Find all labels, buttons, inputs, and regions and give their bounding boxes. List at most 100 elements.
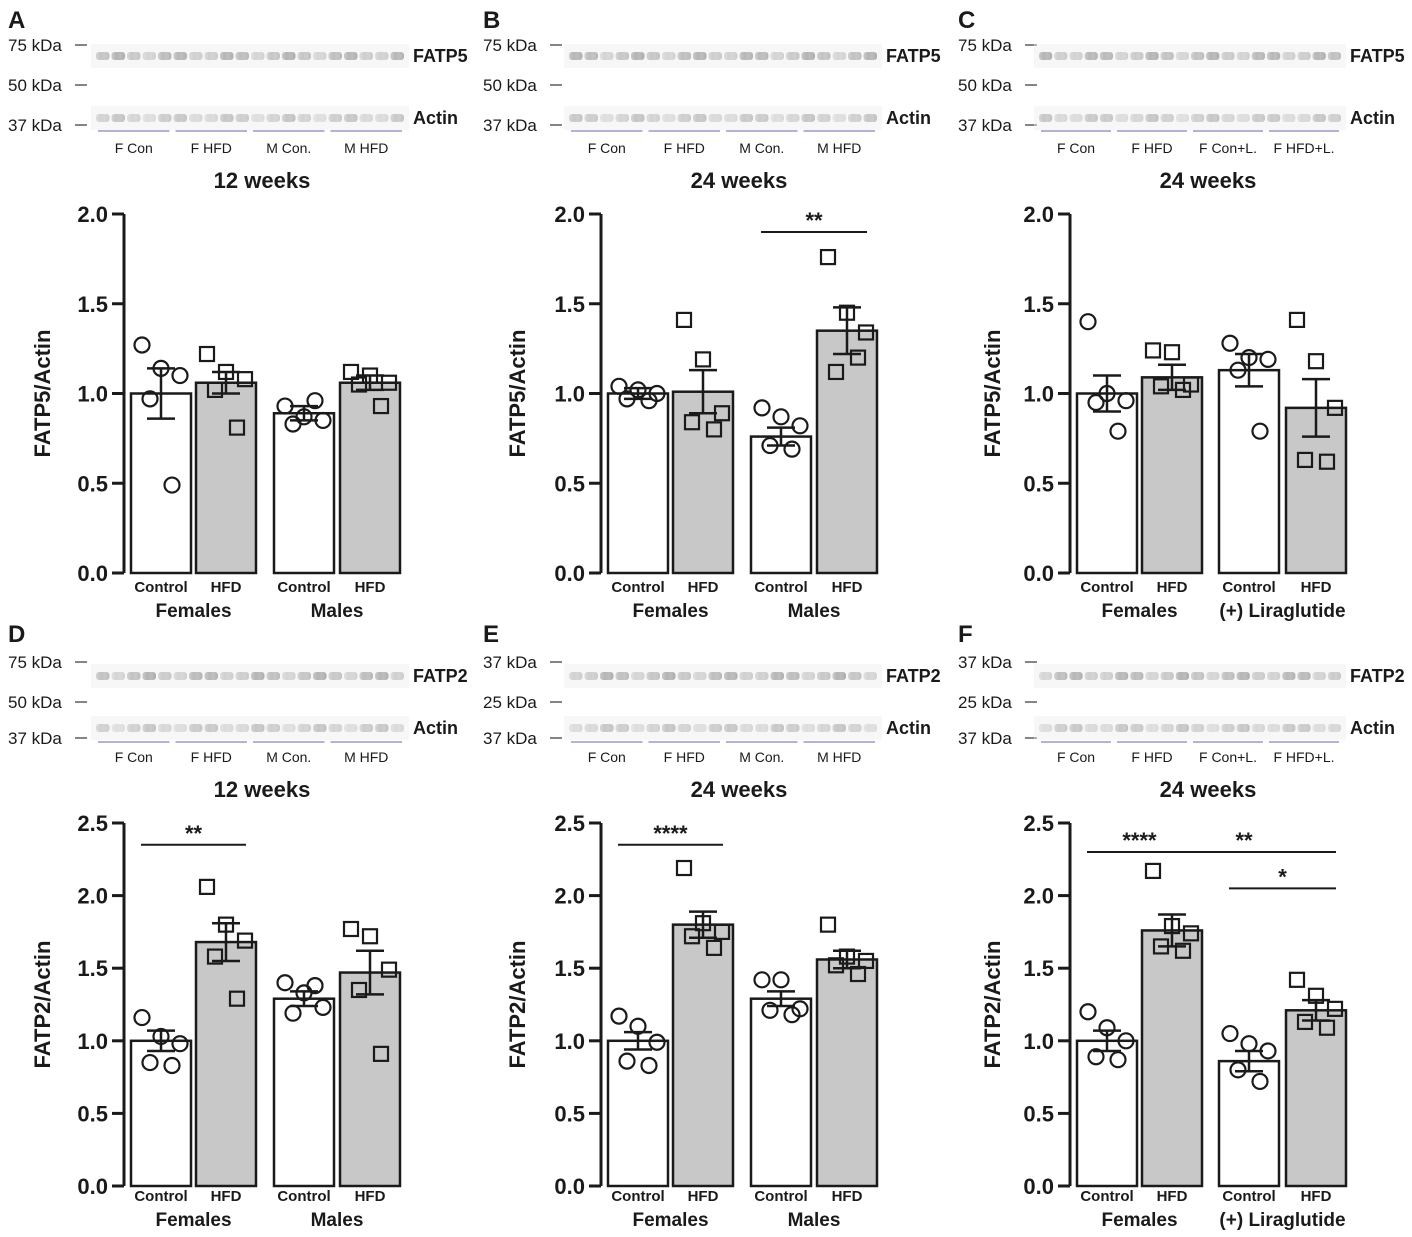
blot-band (1039, 114, 1053, 122)
data-point-square (1174, 942, 1192, 959)
panel-letter: C (958, 7, 975, 34)
blot-band (344, 724, 358, 732)
kda-marker-label: 37 kDa (958, 729, 1012, 748)
data-point-circle (171, 1035, 189, 1053)
blot-background (1034, 106, 1346, 130)
blot-band (266, 724, 280, 732)
bar (1075, 392, 1139, 575)
blot-band (266, 114, 280, 122)
data-point-circle (284, 415, 302, 433)
x-category-label: HFD (211, 579, 242, 596)
blot-band (693, 724, 707, 732)
blot-band (1069, 52, 1083, 60)
blot-band (863, 114, 877, 122)
x-category-label: Control (134, 1188, 187, 1205)
blot-band (724, 724, 738, 732)
blot-band (96, 114, 110, 122)
blot-band (1160, 672, 1174, 680)
blot-band (390, 52, 404, 60)
blot-band (1221, 724, 1235, 732)
x-group-label: Males (788, 1210, 841, 1231)
western-blot: 37 kDa 25 kDa 37 kDa FATP2 Actin F Con F HFD F … (958, 653, 1405, 765)
data-point-square (1288, 311, 1306, 329)
kda-marker-label: 37 kDa (958, 653, 1012, 672)
blot-band (1069, 114, 1083, 122)
blot-band (344, 672, 358, 680)
blot-band (127, 114, 141, 122)
panel-b: B 75 kDa 50 kDa 37 kDa FATP5 Actin F Con F HFD M… (483, 7, 941, 622)
data-point-square (1174, 381, 1192, 399)
data-point-square (198, 345, 216, 363)
blot-band (96, 672, 110, 680)
data-point-circle (610, 377, 628, 395)
blot-band-label: FATP5 (886, 46, 941, 66)
x-group-label: Females (1101, 1210, 1177, 1231)
blot-band (801, 724, 815, 732)
blot-band (313, 724, 327, 732)
blot-band (693, 672, 707, 680)
blot-band (1130, 672, 1144, 680)
blot-band (173, 52, 187, 60)
data-point-circle (1109, 1051, 1127, 1069)
bar (1075, 1039, 1139, 1188)
significance-label: ** (185, 821, 203, 846)
x-category-label: HFD (688, 579, 719, 596)
kda-marker-label: 37 kDa (483, 116, 537, 135)
y-tick-label: 0.0 (1023, 561, 1054, 586)
lane-group-label: M Con. (266, 749, 311, 765)
blot-band (328, 724, 342, 732)
data-point-square (1152, 378, 1170, 395)
blot-background (564, 664, 882, 688)
blot-band (646, 724, 660, 732)
data-point-circle (163, 476, 181, 494)
lane-group-label: F HFD (191, 140, 232, 156)
blot-band (235, 724, 249, 732)
data-point-circle (133, 1008, 151, 1027)
data-point-square (683, 414, 701, 431)
kda-marker-label: 75 kDa (8, 36, 62, 55)
blot-band (584, 114, 598, 122)
western-blot: 75 kDa 50 kDa 37 kDa FATP5 Actin F Con F HFD M … (483, 36, 941, 156)
data-point-square (380, 961, 398, 978)
blot-band (1069, 672, 1083, 680)
x-group-label: Males (788, 601, 841, 622)
blot-band (1175, 672, 1189, 680)
lane-group-label: F Con (1057, 140, 1095, 156)
data-point-square (217, 916, 235, 933)
kda-marker-label: 75 kDa (958, 36, 1012, 55)
x-category-label: Control (134, 579, 187, 596)
kda-marker-label: 75 kDa (8, 653, 62, 672)
blot-band (359, 724, 373, 732)
y-tick-label: 0.0 (77, 561, 108, 586)
x-category-label: Control (1080, 579, 1133, 596)
blot-band (1145, 672, 1159, 680)
x-group-label: Males (311, 1210, 364, 1231)
data-point-square (827, 957, 845, 974)
blot-background (564, 106, 882, 130)
blot-band (646, 52, 660, 60)
blot-background (1034, 664, 1346, 688)
blot-band (724, 52, 738, 60)
bar (606, 392, 670, 575)
x-category-label: HFD (1301, 1188, 1332, 1205)
data-point-circle (1221, 334, 1239, 352)
blot-band (1251, 724, 1265, 732)
data-point-square (819, 916, 837, 933)
blot-band (817, 724, 831, 732)
blot-band (189, 724, 203, 732)
blot-band (739, 52, 753, 60)
kda-marker-label: 37 kDa (8, 116, 62, 135)
data-point-circle (648, 1033, 666, 1051)
blot-band (251, 672, 265, 680)
significance-label: **** (1122, 828, 1157, 853)
blot-band (375, 52, 389, 60)
bar (671, 923, 735, 1188)
blot-band (189, 114, 203, 122)
y-tick-label: 1.0 (1023, 382, 1054, 407)
y-tick-label: 2.0 (1023, 202, 1054, 227)
lane-group-label: F HFD+L. (1273, 140, 1334, 156)
blot-band (1054, 672, 1068, 680)
blot-band (1175, 114, 1189, 122)
blot-band (817, 52, 831, 60)
blot-band (375, 672, 389, 680)
